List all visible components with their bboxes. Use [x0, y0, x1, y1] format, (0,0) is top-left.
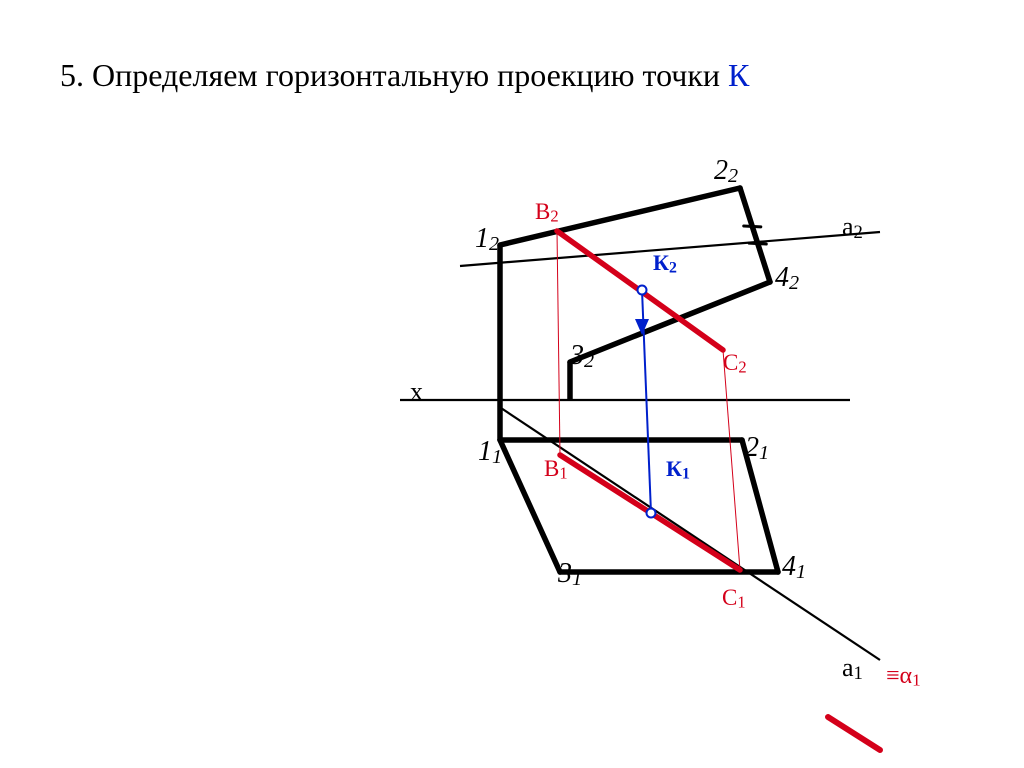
lbl-K1: К1 [666, 456, 690, 483]
diagram-stage: 5. Определяем горизонтальную проекцию то… [0, 0, 1024, 768]
lbl-C2: С2 [723, 350, 747, 377]
lbl-21: 21 [745, 432, 769, 465]
lbl-42: 42 [775, 262, 799, 295]
lbl-41: 41 [782, 551, 806, 584]
lbl-31: 31 [558, 558, 582, 591]
drawing-svg [0, 0, 1024, 768]
lbl-a2: a2 [842, 212, 863, 244]
lbl-C1: С1 [722, 585, 746, 612]
lbl-12: 12 [475, 223, 499, 256]
lbl-x: x [410, 377, 423, 407]
lbl-32: 32 [570, 340, 594, 373]
lbl-a1: a1 [842, 653, 863, 685]
lbl-B2: В2 [535, 199, 559, 226]
lbl-B1: В1 [544, 456, 568, 483]
lbl-11: 11 [478, 436, 502, 469]
lbl-K2: К2 [653, 250, 677, 277]
lbl-alpha: ≡α1 [886, 663, 921, 691]
lbl-22: 22 [714, 155, 738, 188]
